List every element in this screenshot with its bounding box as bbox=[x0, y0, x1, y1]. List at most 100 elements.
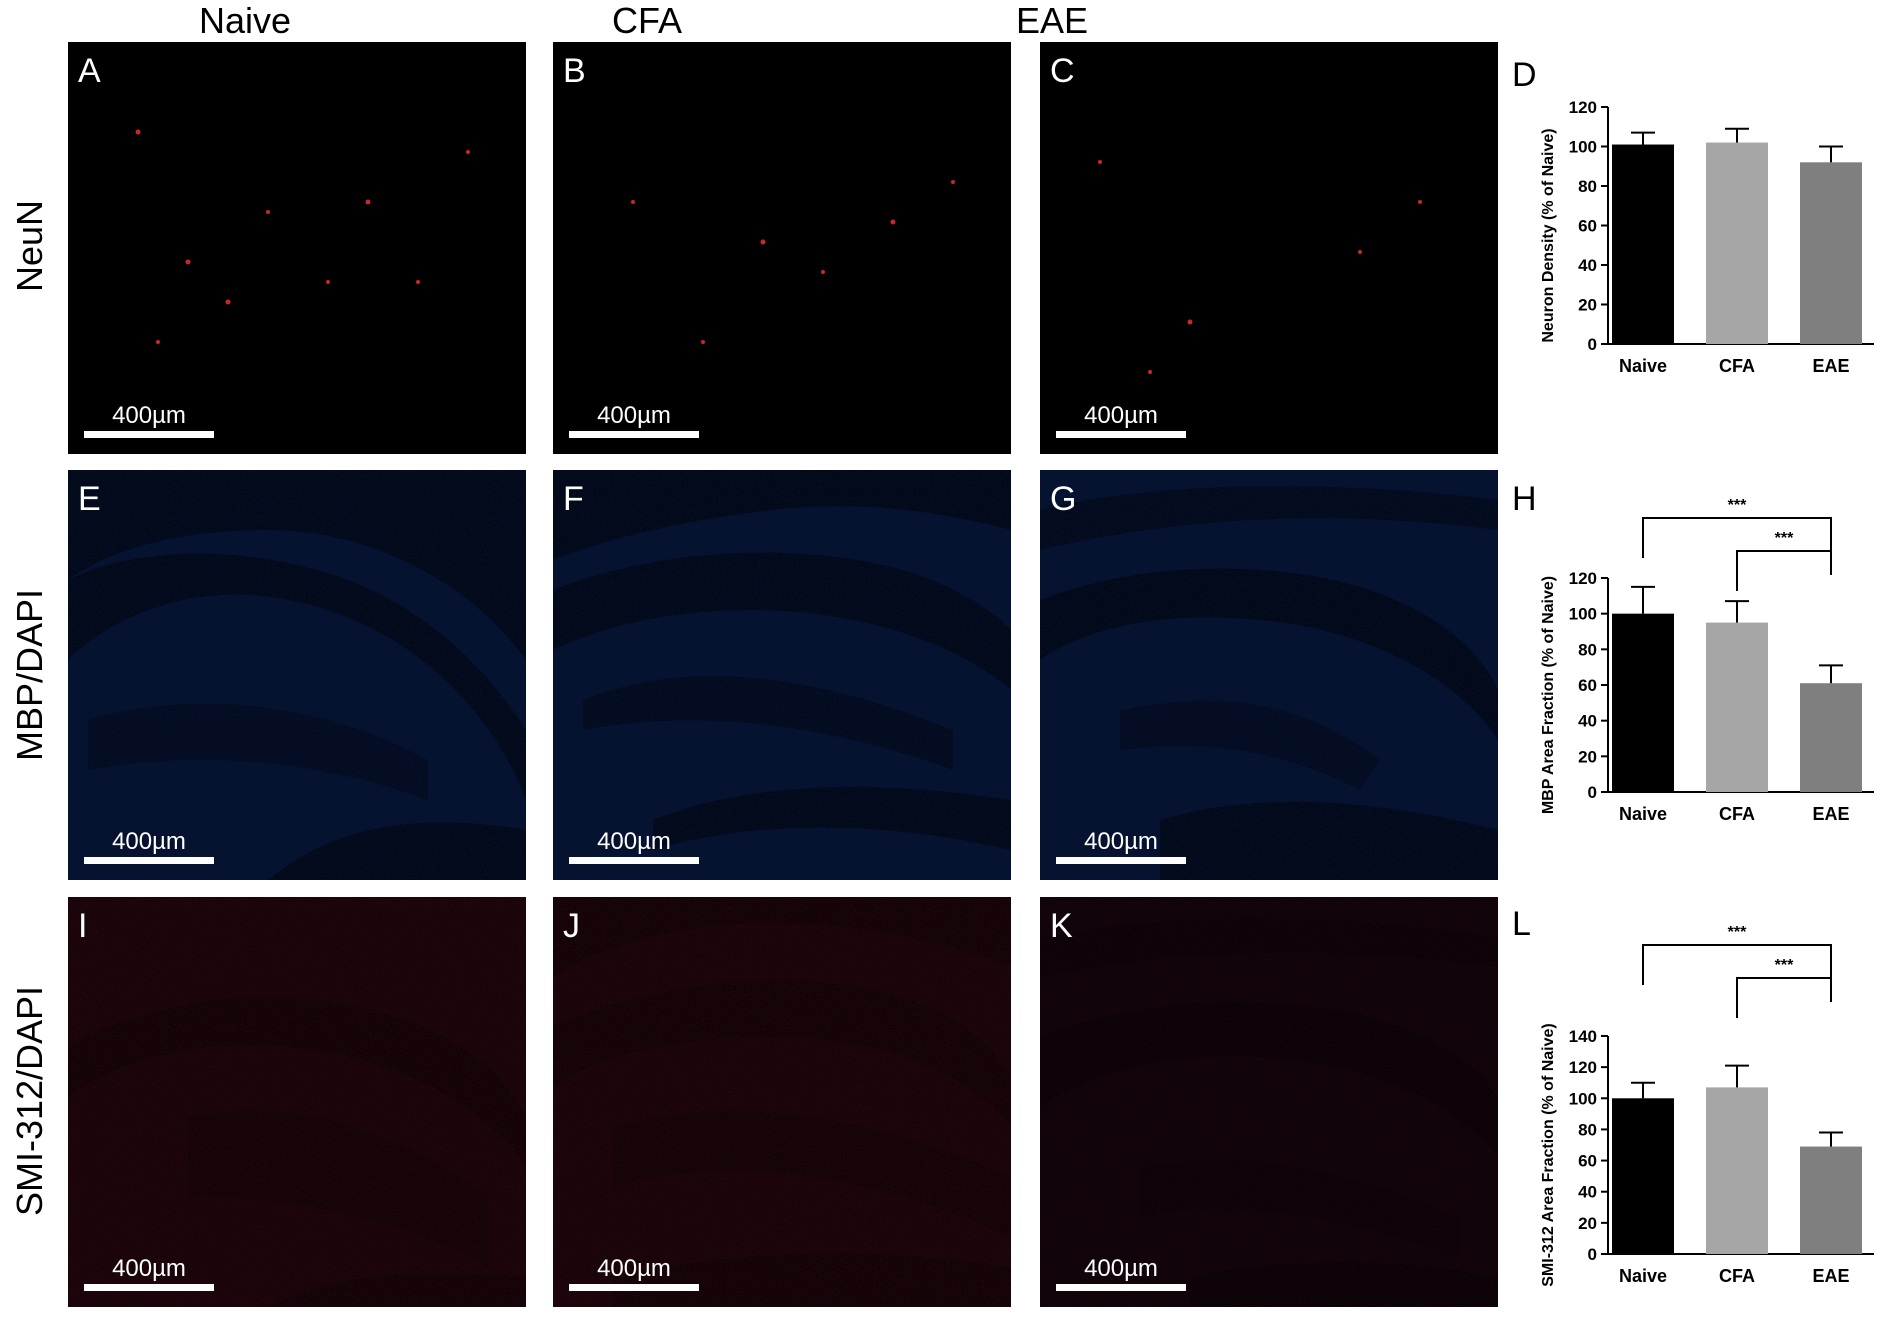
panel-label-k: K bbox=[1050, 907, 1073, 945]
category-label-eae: EAE bbox=[1812, 356, 1849, 376]
micrograph-panel-b: B 400µm bbox=[553, 42, 1011, 454]
smi312-cfa-image bbox=[553, 897, 1011, 1307]
micrograph-panel-e: E 400µm bbox=[68, 470, 526, 880]
smi312-area-fraction-bar-chart: 0 20 40 60 80 100 120 140 SMI-312 Area Fraction … bbox=[1540, 924, 1874, 1287]
micrograph-panel-i: I 400µm bbox=[68, 897, 526, 1307]
y-tick-label: 40 bbox=[1578, 256, 1597, 275]
scale-bar: 400µm bbox=[84, 829, 214, 864]
panel-label-b: B bbox=[563, 52, 586, 90]
category-label-naive: Naive bbox=[1619, 804, 1667, 824]
category-label-eae: EAE bbox=[1812, 1266, 1849, 1286]
mbp-cfa-image bbox=[553, 470, 1011, 880]
y-tick-label: 0 bbox=[1588, 1245, 1597, 1264]
column-header-naive: Naive bbox=[198, 0, 292, 41]
mbp-naive-image bbox=[68, 470, 526, 880]
significance-label: *** bbox=[1728, 924, 1747, 941]
row-header-mbp-dapi: MBP/DAPI bbox=[9, 588, 51, 762]
significance-label: *** bbox=[1728, 497, 1747, 514]
significance-bracket bbox=[1642, 517, 1832, 558]
mbp-eae-image bbox=[1040, 470, 1498, 880]
significance-label: *** bbox=[1775, 530, 1794, 547]
panel-label-d: D bbox=[1512, 56, 1537, 94]
micrograph-panel-g: G 400µm bbox=[1040, 470, 1498, 880]
y-tick-label: 120 bbox=[1569, 98, 1597, 117]
smi312-naive-image bbox=[68, 897, 526, 1307]
neun-eae-image bbox=[1040, 42, 1498, 454]
y-tick-label: 20 bbox=[1578, 296, 1597, 315]
bar-cfa bbox=[1706, 622, 1768, 792]
category-label-eae: EAE bbox=[1812, 804, 1849, 824]
significance-bracket bbox=[1736, 550, 1832, 591]
y-tick-label: 60 bbox=[1578, 217, 1597, 236]
neun-naive-image bbox=[68, 42, 526, 454]
category-label-cfa: CFA bbox=[1719, 1266, 1755, 1286]
column-header-cfa: CFA bbox=[611, 0, 682, 41]
scale-bar: 400µm bbox=[84, 403, 214, 438]
micrograph-panel-j: J 400µm bbox=[553, 897, 1011, 1307]
y-axis-label: MBP Area Fraction (% of Naive) bbox=[1540, 576, 1557, 814]
bar-naive bbox=[1612, 144, 1674, 344]
significance-label: *** bbox=[1775, 957, 1794, 974]
scale-bar: 400µm bbox=[1056, 829, 1186, 864]
panel-label-i: I bbox=[78, 907, 88, 945]
panel-label-j: J bbox=[563, 907, 580, 945]
mbp-area-fraction-bar-chart: 0 20 40 60 80 100 120 MBP Area Fraction (% of N… bbox=[1540, 497, 1874, 824]
bar-eae bbox=[1800, 1146, 1862, 1254]
y-tick-label: 80 bbox=[1578, 177, 1597, 196]
y-tick-label: 80 bbox=[1578, 1120, 1597, 1139]
panel-label-g: G bbox=[1050, 480, 1077, 518]
micrograph-panel-c: C 400µm bbox=[1040, 42, 1498, 454]
scale-bar: 400µm bbox=[569, 829, 699, 864]
bar-cfa bbox=[1706, 142, 1768, 344]
bar-cfa bbox=[1706, 1087, 1768, 1254]
category-label-naive: Naive bbox=[1619, 356, 1667, 376]
y-tick-label: 40 bbox=[1578, 1183, 1597, 1202]
scale-bar: 400µm bbox=[84, 1256, 214, 1291]
bar-naive bbox=[1612, 613, 1674, 792]
chart-panel-h: H 0 20 40 60 80 100 120 MBP Area Fraction (% of… bbox=[1496, 470, 1896, 880]
micrograph-panel-a: A 400µm bbox=[68, 42, 526, 454]
neuron-density-bar-chart: 0 20 40 60 80 100 120 Neuron Density (% of Naiv… bbox=[1540, 98, 1874, 376]
y-tick-label: 40 bbox=[1578, 712, 1597, 731]
micrograph-panel-k: K 400µm bbox=[1040, 897, 1498, 1307]
chart-panel-l: L 0 20 40 60 80 100 120 140 SMI-312 Area Fractio… bbox=[1496, 895, 1896, 1318]
y-axis-label: Neuron Density (% of Naive) bbox=[1540, 128, 1557, 342]
column-header-eae: EAE bbox=[1015, 0, 1089, 41]
y-tick-label: 0 bbox=[1588, 335, 1597, 354]
micrograph-panel-f: F 400µm bbox=[553, 470, 1011, 880]
y-tick-label: 20 bbox=[1578, 1214, 1597, 1233]
y-tick-label: 80 bbox=[1578, 640, 1597, 659]
row-header-smi312-dapi: SMI-312/DAPI bbox=[9, 985, 50, 1217]
scale-bar: 400µm bbox=[1056, 1256, 1186, 1291]
significance-bracket bbox=[1642, 944, 1832, 985]
panel-label-c: C bbox=[1050, 52, 1075, 90]
scale-bar: 400µm bbox=[1056, 403, 1186, 438]
category-label-cfa: CFA bbox=[1719, 804, 1755, 824]
significance-bracket bbox=[1736, 977, 1832, 1018]
chart-panel-d: D 0 20 40 60 80 100 120 Neuron Density (% of Na… bbox=[1496, 42, 1896, 462]
panel-label-f: F bbox=[563, 480, 584, 518]
y-tick-label: 120 bbox=[1569, 569, 1597, 588]
bar-eae bbox=[1800, 162, 1862, 344]
y-tick-label: 60 bbox=[1578, 676, 1597, 695]
category-label-naive: Naive bbox=[1619, 1266, 1667, 1286]
panel-label-a: A bbox=[78, 52, 101, 90]
scale-bar: 400µm bbox=[569, 1256, 699, 1291]
y-tick-label: 100 bbox=[1569, 138, 1597, 157]
panel-label-e: E bbox=[78, 480, 101, 518]
y-tick-label: 60 bbox=[1578, 1152, 1597, 1171]
y-tick-label: 100 bbox=[1569, 1089, 1597, 1108]
panel-label-h: H bbox=[1512, 480, 1537, 518]
neun-cfa-image bbox=[553, 42, 1011, 454]
y-tick-label: 0 bbox=[1588, 783, 1597, 802]
bar-naive bbox=[1612, 1098, 1674, 1254]
y-tick-label: 20 bbox=[1578, 747, 1597, 766]
y-tick-label: 100 bbox=[1569, 605, 1597, 624]
row-header-neun: NeuN bbox=[9, 199, 51, 293]
bar-eae bbox=[1800, 683, 1862, 792]
scale-bar: 400µm bbox=[569, 403, 699, 438]
y-tick-label: 120 bbox=[1569, 1058, 1597, 1077]
category-label-cfa: CFA bbox=[1719, 356, 1755, 376]
y-tick-label: 140 bbox=[1569, 1027, 1597, 1046]
y-axis-label: SMI-312 Area Fraction (% of Naive) bbox=[1540, 1023, 1557, 1286]
